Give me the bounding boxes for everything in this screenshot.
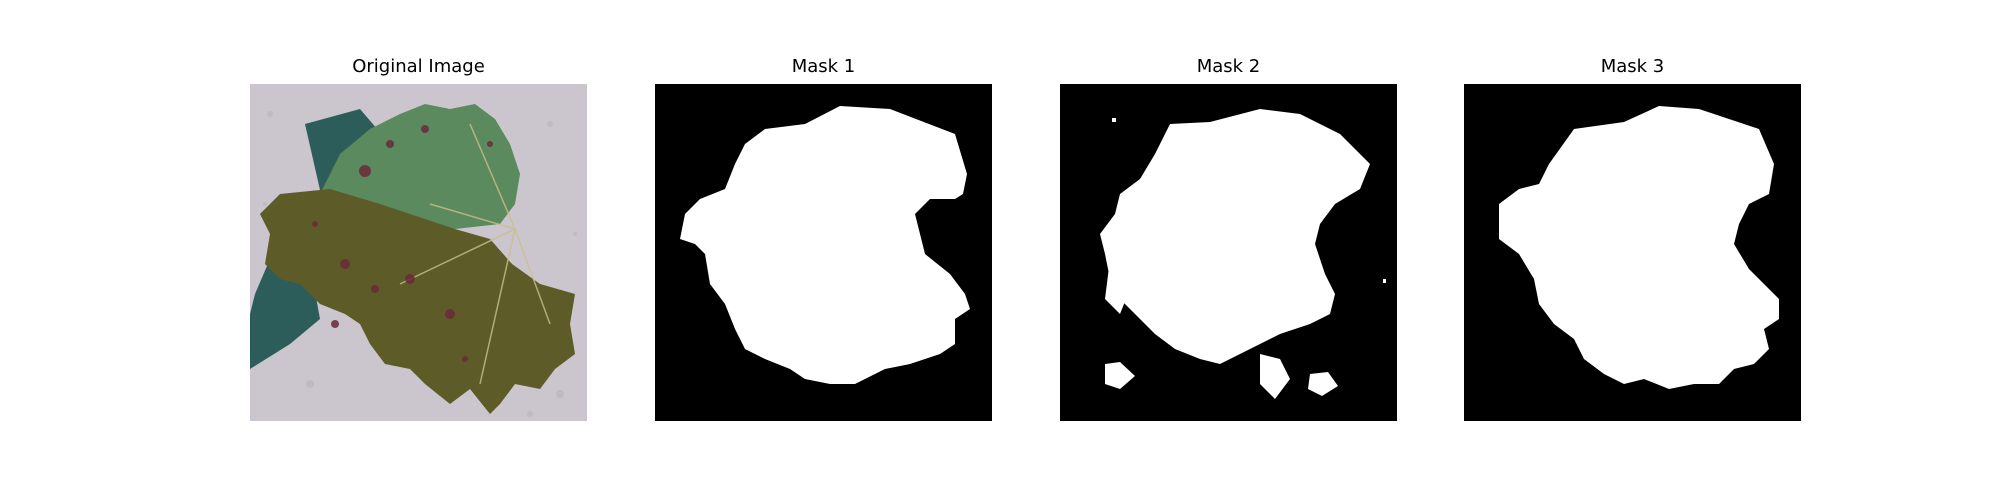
- original-leaf-image: [250, 84, 587, 421]
- panel-title: Mask 1: [791, 56, 856, 77]
- panel-title: Original Image: [352, 56, 485, 77]
- panel-title: Mask 2: [1196, 56, 1261, 77]
- mask-1-image: [655, 84, 992, 421]
- panel-title: Mask 3: [1600, 56, 1665, 77]
- mask-2-image: [1060, 84, 1397, 421]
- mask-3-image: [1464, 84, 1801, 421]
